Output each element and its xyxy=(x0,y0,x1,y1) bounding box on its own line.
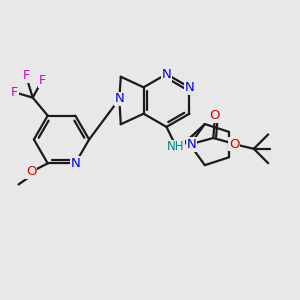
Text: F: F xyxy=(22,70,30,83)
Text: N: N xyxy=(115,92,124,106)
Text: N: N xyxy=(162,68,171,81)
Text: F: F xyxy=(39,74,46,87)
Text: N: N xyxy=(184,81,194,94)
Text: F: F xyxy=(11,86,18,99)
Text: N: N xyxy=(70,157,80,170)
Polygon shape xyxy=(174,124,205,153)
Text: O: O xyxy=(210,109,220,122)
Text: NH: NH xyxy=(167,140,184,154)
Text: N: N xyxy=(187,138,196,151)
Text: O: O xyxy=(229,137,240,151)
Text: O: O xyxy=(26,165,36,178)
